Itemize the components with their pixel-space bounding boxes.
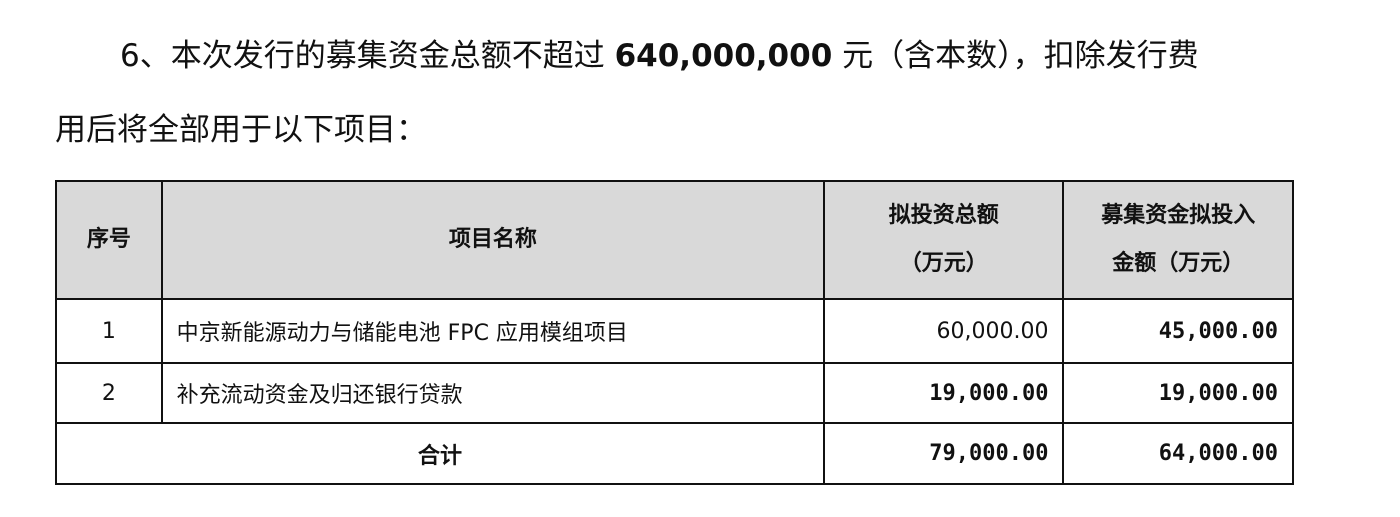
cell-name: 中京新能源动力与储能电池 FPC 应用模组项目 — [160, 298, 826, 364]
header-total-label: 拟投资总额 — [888, 203, 999, 228]
text: 元（含本数），扣除发行费 — [832, 38, 1199, 74]
header-raised: 募集资金拟投入 金额（万元） — [1062, 180, 1294, 300]
projects-table: 序号 项目名称 拟投资总额 （万元） 募集资金拟投入 金额（万元） 1 中京新能源动… — [54, 180, 1294, 485]
table-row: 2 补充流动资金及归还银行贷款 19,000.00 19,000.00 — [55, 362, 1294, 424]
cell-raised: 45,000.00 — [1062, 298, 1294, 364]
sum-label: 合计 — [54, 422, 826, 485]
amount: 640,000,000 — [614, 38, 833, 74]
paragraph-line-1: 6、本次发行的募集资金总额不超过 640,000,000 元（含本数），扣除发行… — [120, 30, 1199, 75]
paragraph-line-2: 用后将全部用于以下项目： — [55, 112, 427, 148]
cell-no: 2 — [55, 362, 163, 424]
header-raised-label: 募集资金拟投入 — [1101, 203, 1256, 228]
header-raised-unit: 金额（万元） — [1112, 251, 1245, 276]
header-total-unit: （万元） — [899, 251, 988, 276]
cell-total: 19,000.00 — [823, 362, 1065, 424]
cell-raised: 19,000.00 — [1062, 362, 1294, 424]
cell-total: 60,000.00 — [823, 298, 1065, 364]
sum-raised: 64,000.00 — [1062, 422, 1294, 485]
header-no: 序号 — [55, 180, 163, 300]
cell-no: 1 — [55, 298, 163, 364]
header-total: 拟投资总额 （万元） — [823, 180, 1065, 300]
text: 6、本次发行的募集资金总额不超过 — [120, 38, 615, 74]
header-name: 项目名称 — [160, 180, 826, 300]
sum-row: 合计 79,000.00 64,000.00 — [54, 422, 1294, 485]
cell-name: 补充流动资金及归还银行贷款 — [160, 362, 826, 424]
table-row: 1 中京新能源动力与储能电池 FPC 应用模组项目 60,000.00 45,0… — [55, 298, 1294, 364]
sum-total: 79,000.00 — [823, 422, 1065, 485]
table-header: 序号 项目名称 拟投资总额 （万元） 募集资金拟投入 金额（万元） — [55, 180, 1294, 300]
